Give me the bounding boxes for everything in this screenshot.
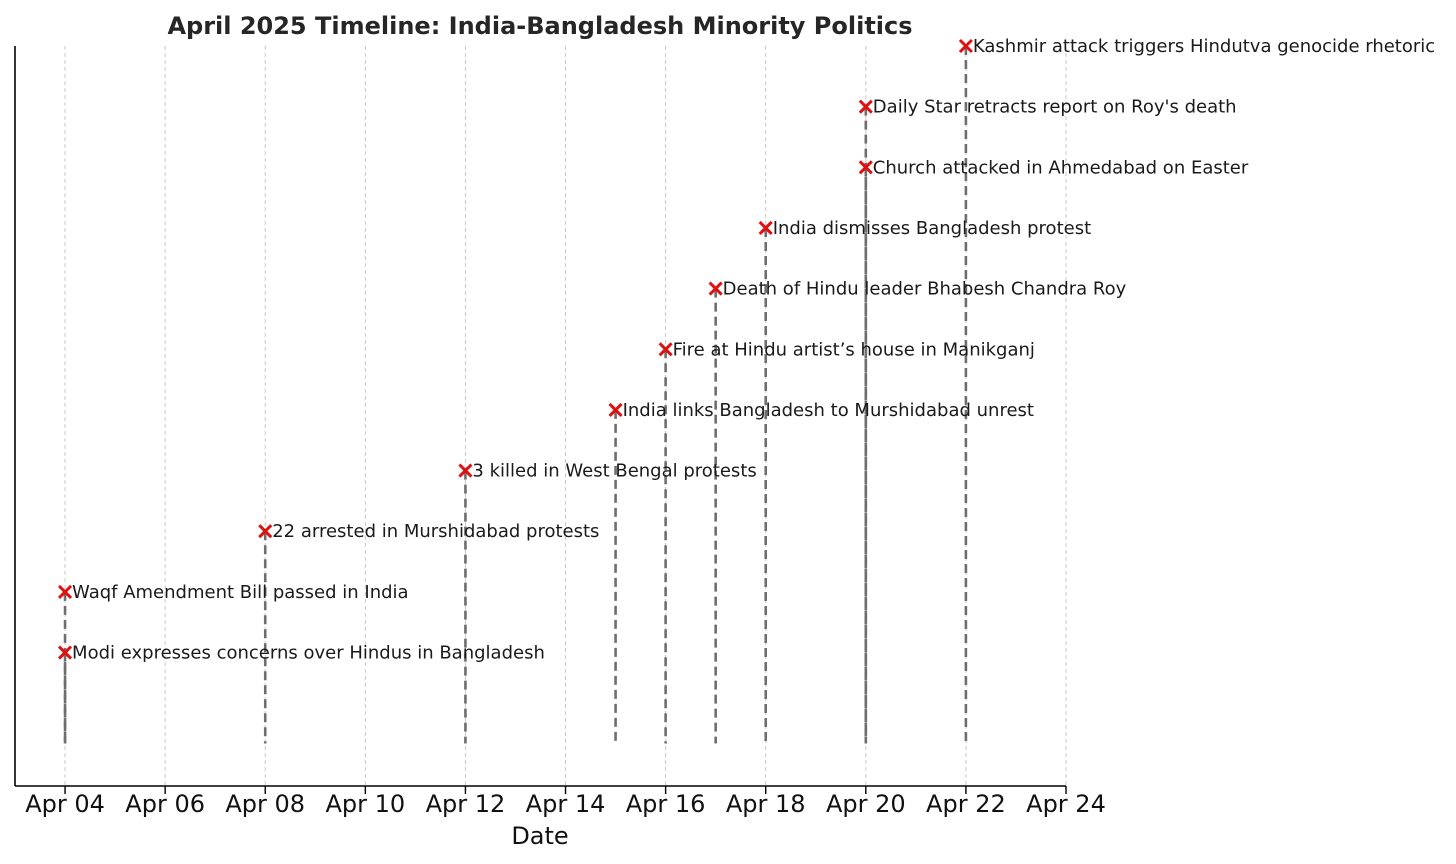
x-axis-label: Date [511, 822, 568, 850]
x-tick-label: Apr 22 [926, 790, 1006, 818]
event-label: Daily Star retracts report on Roy's deat… [873, 97, 1237, 118]
event-label: 22 arrested in Murshidabad protests [272, 521, 599, 542]
event-marker [658, 342, 673, 357]
event-label: India dismisses Bangladesh protest [773, 218, 1091, 239]
x-tick-label: Apr 14 [526, 790, 606, 818]
x-tick-label: Apr 16 [626, 790, 706, 818]
event-labels: Modi expresses concerns over Hindus in B… [72, 36, 1435, 664]
event-label: Death of Hindu leader Bhabesh Chandra Ro… [723, 279, 1127, 300]
event-marker [57, 645, 73, 660]
event-label: Kashmir attack triggers Hindutva genocid… [973, 36, 1435, 57]
event-marker [858, 160, 873, 175]
event-marker [57, 584, 73, 599]
event-label: 3 killed in West Bengal protests [472, 461, 756, 482]
x-tick-label: Apr 10 [325, 790, 405, 818]
x-axis-ticks: Apr 04 Apr 06 Apr 08 Apr 10 Apr 12 Apr 14 Apr … [25, 786, 1106, 818]
event-label: Modi expresses concerns over Hindus in B… [72, 643, 545, 664]
event-marker [458, 463, 473, 478]
x-tick-label: Apr 08 [225, 790, 305, 818]
event-marker [708, 281, 723, 296]
event-label: India links Bangladesh to Murshidabad un… [623, 400, 1034, 421]
event-stems [63, 46, 968, 744]
x-tick-label: Apr 06 [125, 790, 205, 818]
event-label: Waqf Amendment Bill passed in India [72, 582, 409, 603]
event-marker [608, 402, 623, 417]
chart-title: April 2025 Timeline: India-Bangladesh Mi… [167, 12, 912, 40]
event-marker [958, 38, 973, 54]
x-tick-label: Apr 04 [25, 790, 105, 818]
x-tick-label: Apr 12 [426, 790, 506, 818]
event-marker [258, 524, 273, 539]
x-tick-label: Apr 18 [726, 790, 806, 818]
event-markers [57, 38, 973, 660]
event-marker [858, 99, 873, 114]
event-label: Church attacked in Ahmedabad on Easter [873, 157, 1249, 178]
x-tick-label: Apr 24 [1026, 790, 1106, 818]
x-tick-label: Apr 20 [826, 790, 906, 818]
event-marker [758, 220, 773, 236]
event-label: Fire at Hindu artist’s house in Manikgan… [673, 339, 1035, 360]
